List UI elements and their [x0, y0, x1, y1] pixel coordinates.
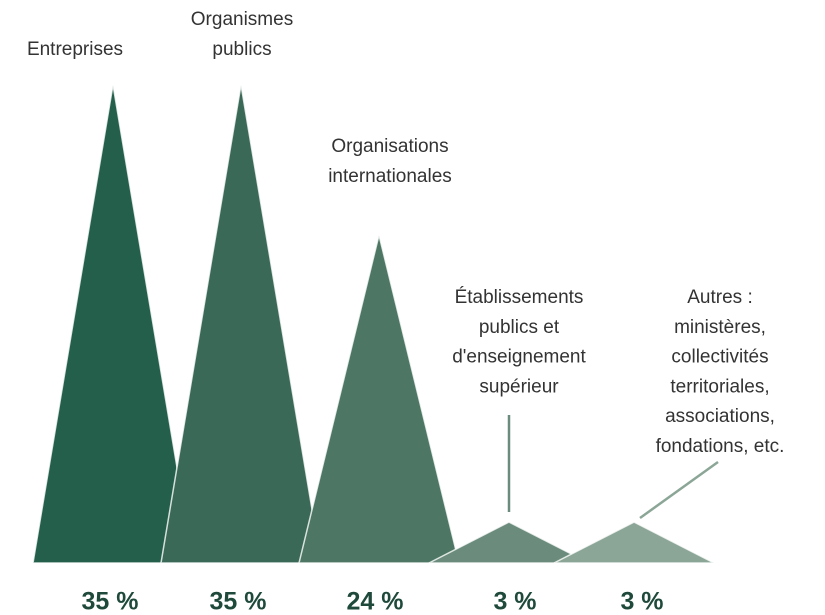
category-label: Établissements publics et d'enseignement su… — [452, 287, 586, 397]
category-line: d'enseignement — [452, 347, 586, 368]
category-label: Entreprises — [27, 39, 123, 60]
category-line: collectivités — [671, 347, 768, 368]
value-label: 3 % — [493, 588, 536, 615]
category-line: publics — [212, 39, 271, 60]
category-line: ministères, — [674, 317, 766, 338]
category-line: Organisations — [331, 136, 448, 157]
category-line: Établissements — [455, 287, 584, 308]
value-label: 35 % — [210, 588, 267, 615]
category-label: Organismes publics — [191, 9, 293, 60]
category-line: Organismes — [191, 9, 293, 30]
leader-line — [639, 460, 719, 520]
category-line: publics et — [479, 317, 560, 338]
triangle — [428, 521, 590, 564]
triangle — [32, 84, 194, 564]
value-label: 35 % — [82, 588, 139, 615]
category-label: Organisations internationales — [328, 136, 452, 187]
category-line: Autres : — [687, 287, 752, 308]
category-line: internationales — [328, 166, 452, 187]
category-line: fondations, etc. — [656, 436, 785, 457]
category-line: supérieur — [479, 376, 559, 397]
triangle — [160, 84, 322, 564]
triangle — [298, 234, 460, 564]
category-line: associations, — [665, 406, 775, 427]
category-label: Autres : ministères, collectivités territor… — [656, 287, 785, 457]
category-line: Entreprises — [27, 39, 123, 60]
category-line: territoriales, — [670, 376, 769, 397]
value-label: 24 % — [347, 588, 404, 615]
value-label: 3 % — [620, 588, 663, 615]
triangle — [553, 521, 715, 564]
